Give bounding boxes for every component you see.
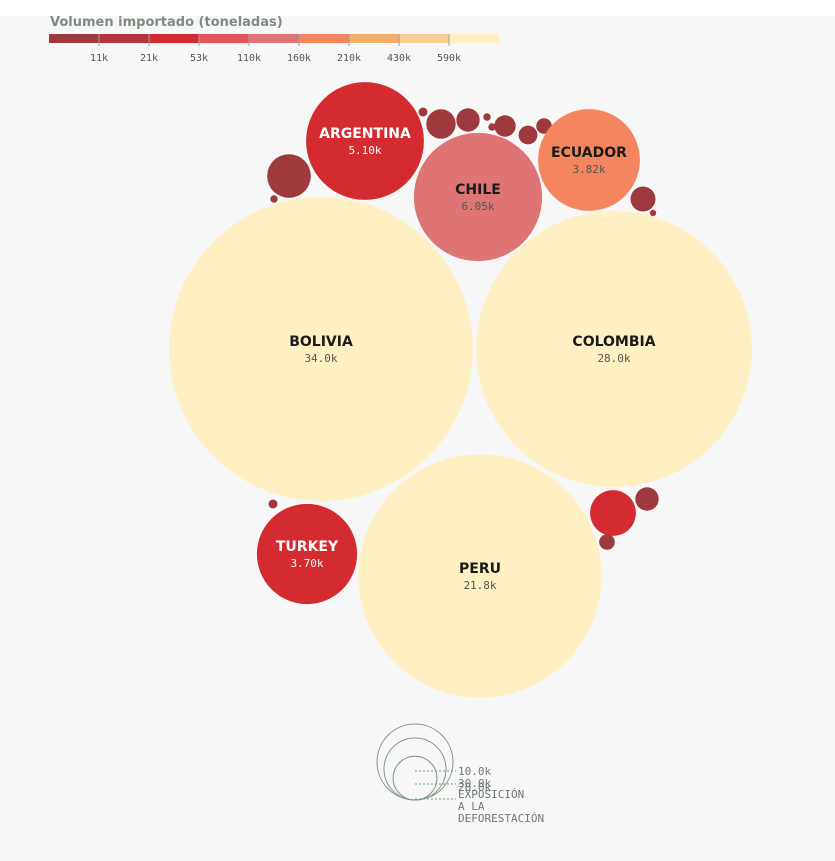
bubble-small [518, 125, 538, 145]
bubble-value-label: 6.05k [461, 200, 494, 213]
size-legend-label: 20.0k [458, 781, 491, 794]
legend-swatch [49, 34, 99, 43]
bubble-bolivia [169, 197, 473, 501]
size-legend-circle [383, 737, 447, 801]
bubble-small [630, 186, 656, 212]
legend-tick-label: 210k [337, 53, 361, 64]
bubble-small [635, 487, 659, 511]
size-legend-label: 10.0k [458, 765, 491, 778]
legend-swatch [199, 34, 249, 43]
size-legend-caption: DEFORESTACIÓN [458, 812, 544, 825]
size-legend-label: 30.0k [458, 777, 491, 790]
legend-tick-label: 430k [387, 53, 411, 64]
bubble-value-label: 5.10k [348, 144, 381, 157]
bubble-peru [358, 454, 602, 698]
bubble-small [649, 209, 657, 217]
legend-swatch [249, 34, 299, 43]
bubble-value-label: 34.0k [304, 352, 337, 365]
bubble-small [268, 499, 278, 509]
legend-tick-label: 53k [190, 53, 208, 64]
bubble-turkey [256, 503, 358, 605]
bubble-small [270, 195, 278, 203]
bubble-value-label: 3.82k [572, 163, 605, 176]
legend-swatch [399, 34, 449, 43]
legend-tick-label: 21k [140, 53, 158, 64]
bubble-colombia [476, 211, 752, 487]
legend-swatch [99, 34, 149, 43]
bubble-label: ARGENTINA [319, 126, 411, 142]
bubble-value-label: 3.70k [290, 557, 323, 570]
legend-tick-label: 590k [437, 53, 461, 64]
legend-swatch [349, 34, 399, 43]
bubble-label: COLOMBIA [572, 334, 655, 350]
size-legend-caption: EXPOSICIÓN [458, 788, 524, 801]
bubble-small [483, 113, 491, 121]
bubble-ecuador [538, 109, 640, 211]
legend-tick-label: 160k [287, 53, 311, 64]
legend-swatch [149, 34, 199, 43]
bubble-label: BOLIVIA [289, 334, 353, 350]
bubble-value-label: 21.8k [463, 579, 496, 592]
bubble-small [494, 115, 516, 137]
bubble-small [488, 123, 496, 131]
bubble-argentina [306, 82, 424, 200]
bubble-small [536, 118, 552, 134]
top-band [0, 0, 835, 16]
bubble-small [267, 154, 311, 198]
size-legend-circle [392, 755, 438, 801]
size-legend-circle [376, 723, 454, 801]
bubble-small [590, 490, 636, 536]
legend-tick-label: 11k [90, 53, 108, 64]
bubble-small [456, 108, 480, 132]
bubble-chile [413, 132, 543, 262]
legend-swatch [449, 34, 499, 43]
bubble-small [426, 109, 456, 139]
bubble-label: PERU [459, 561, 501, 577]
bubble-label: CHILE [455, 182, 501, 198]
bubble-label: ECUADOR [551, 145, 627, 161]
legend-tick-label: 110k [237, 53, 261, 64]
color-legend-title: Volumen importado (toneladas) [50, 15, 283, 30]
legend-swatch [299, 34, 349, 43]
bubble-label: TURKEY [276, 539, 339, 555]
bubble-small [418, 107, 428, 117]
bubble-small [599, 534, 615, 550]
size-legend-caption: A LA [458, 800, 485, 813]
bubble-value-label: 28.0k [597, 352, 630, 365]
